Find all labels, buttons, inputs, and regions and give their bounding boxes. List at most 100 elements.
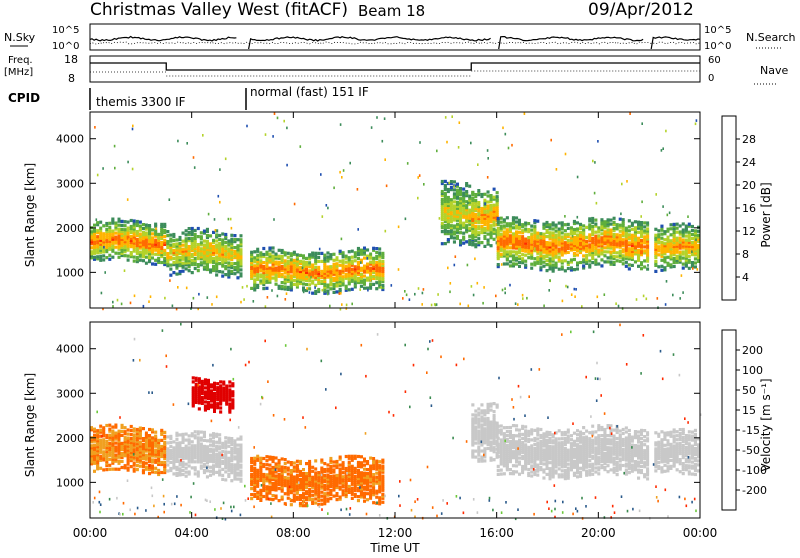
echo-cell — [625, 261, 628, 264]
echo-cell — [329, 489, 332, 492]
scatter-cell — [132, 168, 134, 171]
echo-cell — [130, 235, 133, 238]
echo-cell — [118, 228, 121, 231]
echo-cell — [549, 223, 552, 226]
echo-cell — [160, 445, 163, 448]
echo-cell — [317, 266, 320, 269]
echo-cell — [487, 447, 490, 450]
echo-cell — [93, 256, 96, 259]
echo-cell — [182, 248, 185, 251]
echo-cell — [360, 471, 363, 474]
echo-cell — [619, 230, 622, 233]
scatter-cell — [384, 117, 386, 120]
echo-cell — [142, 437, 145, 440]
echo-cell — [265, 287, 268, 290]
echo-cell — [185, 267, 188, 270]
echo-cell — [483, 427, 486, 430]
echo-cell — [136, 468, 139, 471]
echo-cell — [625, 265, 628, 268]
scatter-cell — [483, 286, 485, 289]
echo-cell — [369, 283, 372, 286]
scatter-cell — [696, 119, 698, 122]
echo-cell — [102, 468, 105, 471]
echo-cell — [487, 417, 490, 420]
echo-cell — [567, 227, 570, 230]
scatter-cell — [695, 239, 697, 242]
scatter-cell — [437, 293, 439, 296]
echo-cell — [275, 495, 278, 498]
echo-cell — [546, 263, 549, 266]
echo-cell — [111, 468, 114, 471]
echo-cell — [450, 224, 453, 227]
scatter-cell — [662, 205, 664, 208]
echo-cell — [509, 264, 512, 267]
echo-cell — [500, 233, 503, 236]
echo-cell — [576, 261, 579, 264]
echo-cell — [453, 230, 456, 233]
echo-cell — [600, 218, 603, 221]
echo-cell — [591, 237, 594, 240]
echo-cell — [118, 460, 121, 463]
echo-cell — [682, 222, 685, 225]
scatter-cell — [575, 288, 577, 291]
echo-cell — [136, 220, 139, 223]
echo-cell — [546, 259, 549, 262]
scatter-cell — [172, 305, 174, 308]
echo-cell — [329, 457, 332, 460]
echo-cell — [654, 260, 657, 263]
echo-cell — [503, 262, 506, 265]
echo-cell — [227, 247, 230, 250]
echo-cell — [278, 487, 281, 490]
scatter-cell — [112, 301, 114, 304]
echo-cell — [500, 225, 503, 228]
echo-cell — [157, 439, 160, 442]
scatter-cell — [128, 238, 130, 241]
scatter-cell — [267, 296, 269, 299]
echo-cell — [524, 264, 527, 267]
echo-cell — [493, 188, 496, 191]
echo-cell — [357, 495, 360, 498]
beam-label: Beam 18 — [358, 2, 425, 20]
echo-cell — [275, 474, 278, 477]
echo-cell — [169, 234, 172, 237]
echo-cell — [268, 486, 271, 489]
scatter-cell — [543, 305, 545, 308]
echo-cell — [503, 230, 506, 233]
echo-cell — [357, 469, 360, 472]
echo-cell — [108, 464, 111, 467]
scatter-cell — [406, 294, 408, 297]
echo-cell — [375, 281, 378, 284]
echo-cell — [240, 470, 243, 473]
echo-cell — [166, 234, 169, 237]
echo-cell — [209, 470, 212, 473]
scatter-cell — [577, 176, 579, 179]
scatter-cell — [246, 285, 248, 288]
echo-cell — [124, 220, 127, 223]
echo-cell — [471, 205, 474, 208]
echo-cell — [259, 489, 262, 492]
echo-cell — [342, 251, 345, 254]
echo-cell — [145, 232, 148, 235]
scatter-cell — [240, 301, 242, 304]
echo-cell — [209, 242, 212, 245]
echo-cell — [111, 218, 114, 221]
echo-cell — [166, 240, 169, 243]
echo-cell — [163, 223, 166, 226]
echo-cell — [281, 457, 284, 460]
echo-cell — [102, 258, 105, 261]
echo-cell — [610, 229, 613, 232]
scatter-cell — [357, 228, 359, 231]
echo-cell — [182, 270, 185, 273]
scatter-cell — [647, 264, 649, 267]
echo-cell — [233, 272, 236, 275]
echo-cell — [215, 445, 218, 448]
echo-cell — [311, 280, 314, 283]
scatter-cell — [148, 300, 150, 303]
echo-cell — [305, 283, 308, 286]
echo-cell — [654, 228, 657, 231]
echo-cell — [480, 449, 483, 452]
echo-cell — [194, 472, 197, 475]
echo-cell — [533, 219, 536, 222]
echo-cell — [212, 257, 215, 260]
echo-cell — [262, 457, 265, 460]
